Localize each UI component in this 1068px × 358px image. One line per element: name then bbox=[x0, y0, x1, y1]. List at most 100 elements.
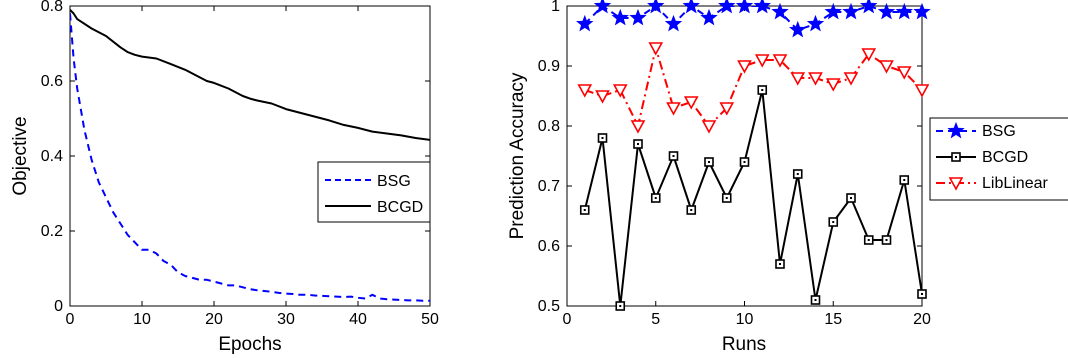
data-point-liblinear bbox=[861, 48, 877, 62]
data-point-liblinear bbox=[879, 60, 894, 74]
data-point-liblinear bbox=[701, 120, 717, 134]
data-point-bcgd-center bbox=[903, 179, 906, 181]
data-point-liblinear bbox=[914, 84, 930, 98]
plot-area bbox=[69, 5, 431, 307]
x-tick-label: 50 bbox=[421, 311, 439, 328]
objective-chart: 0 10 20 30 40 50 0 0.2 0.4 0.6 0.8 Epochs Objectiv… bbox=[10, 0, 439, 355]
y-tick-label: 0 bbox=[54, 298, 63, 315]
data-point-bsg bbox=[806, 14, 825, 32]
x-tick-label: 30 bbox=[277, 311, 295, 328]
legend-marker-bsg bbox=[947, 121, 965, 139]
data-point-liblinear bbox=[790, 72, 806, 86]
data-point-bcgd-center bbox=[654, 197, 657, 199]
legend-box bbox=[317, 161, 431, 223]
data-point-liblinear bbox=[772, 54, 788, 68]
data-point-liblinear bbox=[577, 84, 593, 98]
data-point-bsg bbox=[735, 0, 754, 14]
data-point-bcgd-center bbox=[672, 155, 675, 157]
y-tick-label: 0.6 bbox=[41, 73, 63, 90]
data-point-bsg bbox=[682, 0, 700, 14]
y-tick-label: 0.4 bbox=[41, 148, 63, 165]
data-point-liblinear bbox=[825, 78, 841, 92]
y-tick-label: 0.6 bbox=[538, 238, 560, 255]
data-point-liblinear bbox=[630, 120, 646, 134]
y-tick-label: 0.5 bbox=[538, 298, 560, 315]
data-point-bcgd-center bbox=[761, 89, 764, 91]
y-axis-label: Prediction Accuracy bbox=[507, 72, 528, 239]
data-point-bcgd-center bbox=[814, 299, 817, 301]
x-tick-label: 40 bbox=[349, 311, 367, 328]
data-point-bsg bbox=[824, 2, 842, 20]
legend-label-bcgd: BCGD bbox=[377, 199, 423, 216]
data-point-liblinear bbox=[896, 66, 912, 80]
tick-marks bbox=[69, 5, 431, 307]
series-layer bbox=[70, 9, 430, 302]
data-point-bsg bbox=[576, 14, 594, 32]
tick-labels: 0 10 20 30 40 50 0 0.2 0.4 0.6 0.8 bbox=[41, 0, 439, 328]
x-tick-label: 0 bbox=[66, 311, 75, 328]
x-tick-label: 10 bbox=[736, 311, 754, 328]
data-point-bsg bbox=[877, 2, 896, 20]
data-point-liblinear bbox=[666, 102, 681, 116]
x-tick-label: 5 bbox=[651, 311, 660, 328]
data-point-liblinear bbox=[808, 72, 823, 86]
data-point-bsg bbox=[913, 2, 931, 20]
legend-marker-bcgd-center bbox=[955, 156, 957, 158]
legend-marker-liblinear bbox=[948, 177, 964, 191]
data-point-bcgd-center bbox=[583, 209, 586, 211]
y-axis-label: Objective bbox=[10, 116, 31, 195]
data-point-bsg bbox=[753, 0, 771, 14]
series-line-liblinear bbox=[584, 47, 922, 127]
x-tick-label: 20 bbox=[913, 311, 931, 328]
data-point-bcgd-center bbox=[725, 197, 728, 199]
data-point-bcgd-center bbox=[637, 143, 639, 145]
x-tick-label: 10 bbox=[133, 311, 151, 328]
accuracy-chart: 0 5 10 15 20 0.5 0.6 0.7 0.8 0.9 1 Runs Prediction… bbox=[507, 0, 1068, 355]
marker-layer bbox=[576, 0, 931, 311]
x-tick-label: 20 bbox=[205, 311, 223, 328]
legend-entries bbox=[936, 121, 976, 191]
data-point-bcgd-center bbox=[921, 293, 923, 295]
legend: BSG BCGD bbox=[317, 161, 431, 223]
tick-labels: 0 5 10 15 20 0.5 0.6 0.7 0.8 0.9 1 bbox=[538, 0, 931, 328]
series-line-bcgd bbox=[70, 9, 430, 141]
data-point-bsg bbox=[593, 0, 612, 14]
data-point-bsg bbox=[842, 2, 860, 20]
data-point-liblinear bbox=[843, 72, 859, 86]
data-point-bsg bbox=[647, 0, 665, 14]
data-point-bcgd-center bbox=[850, 197, 852, 199]
y-tick-label: 1 bbox=[551, 0, 560, 15]
data-point-bcgd-center bbox=[832, 221, 835, 223]
data-point-bsg bbox=[771, 2, 789, 20]
legend-label-bsg: BSG bbox=[377, 173, 411, 190]
data-point-liblinear bbox=[737, 60, 752, 74]
x-tick-label: 15 bbox=[824, 311, 842, 328]
data-point-liblinear bbox=[683, 96, 699, 110]
y-tick-label: 0.2 bbox=[41, 223, 63, 240]
legend-label-bcgd: BCGD bbox=[982, 149, 1028, 166]
legend-label-bsg: BSG bbox=[982, 123, 1016, 140]
y-tick-label: 0.7 bbox=[538, 178, 560, 195]
data-point-bcgd-center bbox=[708, 161, 710, 163]
data-point-bsg bbox=[789, 20, 807, 38]
x-axis-label: Epochs bbox=[218, 334, 281, 355]
data-point-liblinear bbox=[595, 90, 610, 104]
legend-label-liblinear: LibLinear bbox=[982, 175, 1049, 192]
data-point-bsg bbox=[611, 8, 629, 26]
y-tick-label: 0.8 bbox=[41, 0, 63, 15]
data-point-liblinear bbox=[754, 54, 770, 68]
data-point-liblinear bbox=[648, 42, 664, 56]
data-point-bsg bbox=[700, 8, 718, 26]
data-point-liblinear bbox=[612, 84, 628, 98]
series-layer bbox=[583, 6, 922, 306]
data-point-bsg bbox=[860, 0, 878, 14]
data-point-bcgd-center bbox=[619, 305, 622, 307]
y-tick-label: 0.8 bbox=[538, 118, 560, 135]
data-point-bsg bbox=[718, 0, 736, 14]
data-point-bcgd-center bbox=[796, 173, 799, 175]
y-tick-label: 0.9 bbox=[538, 58, 560, 75]
data-point-bcgd-center bbox=[885, 239, 888, 241]
data-point-bcgd-center bbox=[690, 209, 693, 211]
data-point-bsg bbox=[895, 2, 913, 20]
